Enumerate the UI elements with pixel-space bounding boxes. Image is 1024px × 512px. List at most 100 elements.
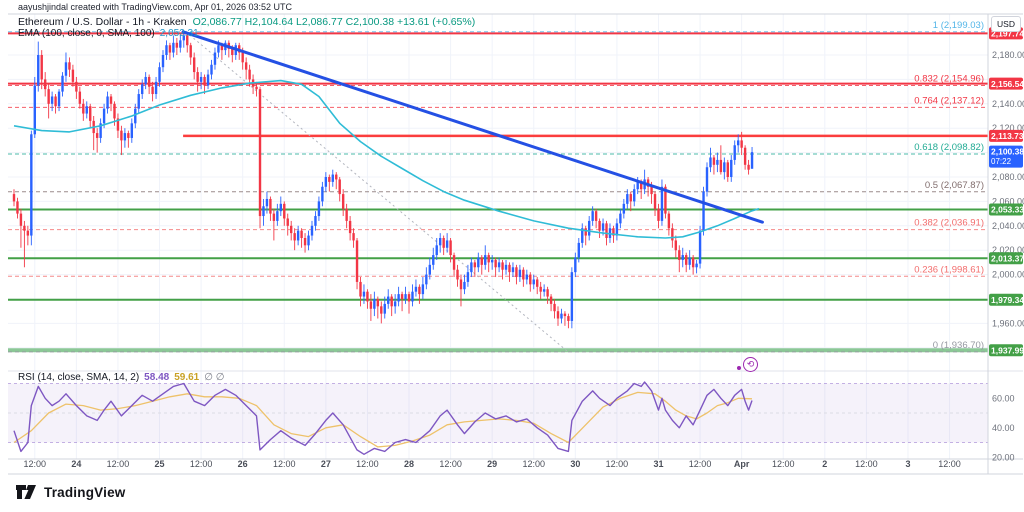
candle-body — [186, 35, 189, 46]
candle-body — [147, 76, 151, 87]
attribution-text: aayushjindal created with TradingView.co… — [18, 2, 292, 12]
candle-body — [262, 206, 265, 217]
chart-canvas[interactable]: 12:00 24 12:00 25 12:00 26 12:00 27 12:00 28 12:00… — [0, 0, 1024, 478]
candle-body — [432, 255, 435, 265]
candle-body — [681, 255, 684, 260]
candle-body — [497, 262, 501, 268]
candle-body — [494, 259, 497, 268]
price-label-box[interactable] — [989, 129, 1023, 142]
candle-body — [567, 316, 570, 321]
time-axis-label: 27 — [321, 459, 331, 469]
time-scale[interactable] — [8, 459, 988, 474]
candle-body — [33, 85, 36, 135]
price-label-text: 2,197.74 — [991, 29, 1024, 39]
candle-body — [584, 228, 587, 236]
candle-body — [712, 157, 716, 165]
price-label-box[interactable] — [989, 252, 1023, 265]
time-axis-label: 12:00 — [689, 459, 712, 469]
candle-body — [685, 255, 688, 265]
candle-body — [40, 55, 43, 80]
candle-body — [331, 174, 334, 182]
price-axis-label: 2,080.00 — [992, 172, 1024, 182]
candle-body — [279, 203, 283, 212]
price-label-box[interactable] — [989, 145, 1023, 168]
candle-body — [217, 45, 220, 53]
candle-body — [89, 106, 92, 121]
candle-body — [626, 194, 629, 204]
time-axis-label: 12:00 — [855, 459, 878, 469]
candle-body — [393, 301, 397, 307]
candle-body — [341, 194, 345, 209]
candle-body — [698, 230, 702, 264]
price-axis-label: 2,040.00 — [992, 221, 1024, 231]
candle-body — [695, 263, 698, 268]
candle-body — [366, 291, 369, 302]
rsi-axis-label: 20.00 — [992, 452, 1015, 462]
price-axis-label: 2,060.00 — [992, 196, 1024, 206]
candle-body — [633, 189, 636, 202]
price-axis-label: 2,020.00 — [992, 245, 1024, 255]
price-label-box[interactable] — [989, 203, 1023, 216]
candle-body — [57, 91, 61, 107]
price-label-countdown: 07:22 — [991, 157, 1012, 166]
time-axis-label: 28 — [404, 459, 414, 469]
candle-body — [106, 96, 109, 109]
rsi-ma-value: 59.61 — [174, 372, 200, 383]
pane-restore-icon[interactable]: ⟲ — [743, 357, 758, 372]
candle-body — [612, 228, 615, 236]
fib-level-label: 0.618 (2,098.82) — [914, 142, 984, 153]
time-axis-label: 12:00 — [24, 459, 47, 469]
currency-toggle-button[interactable]: USD — [991, 16, 1021, 32]
candle-body — [127, 133, 130, 138]
fib-level-label: 0.382 (2,036.91) — [914, 218, 984, 229]
candle-body — [355, 240, 359, 282]
candle-body — [674, 240, 678, 251]
candle-body — [563, 313, 567, 317]
candle-body — [151, 86, 154, 95]
price-label-text: 2,100.38 — [991, 147, 1024, 157]
price-label-box[interactable] — [989, 293, 1023, 306]
price-label-box[interactable] — [989, 344, 1023, 357]
candle-body — [750, 152, 754, 169]
candle-body — [296, 230, 300, 241]
candle-body — [283, 203, 286, 219]
candle-body — [338, 179, 341, 195]
candle-body — [54, 96, 57, 107]
candle-body — [231, 48, 234, 55]
time-axis-label: 29 — [487, 459, 497, 469]
candle-body — [314, 216, 317, 226]
candle-body — [199, 76, 203, 82]
price-label-box[interactable] — [989, 77, 1023, 90]
candle-body — [244, 62, 248, 70]
candle-body — [276, 211, 279, 221]
candle-body — [359, 281, 362, 297]
time-axis-label: 12:00 — [273, 459, 296, 469]
candle-body — [487, 255, 490, 263]
candle-body — [317, 201, 321, 217]
candle-body — [477, 257, 480, 268]
candle-body — [671, 228, 674, 241]
candle-body — [196, 72, 199, 82]
candle-body — [601, 223, 605, 231]
time-axis-label: 2 — [822, 459, 827, 469]
candle-body — [113, 103, 116, 119]
ema-line — [13, 79, 760, 239]
candle-body — [300, 230, 303, 238]
time-axis-label: Apr — [734, 459, 750, 469]
candle-body — [470, 262, 473, 273]
candle-body — [78, 91, 82, 104]
candle-body — [390, 296, 393, 307]
candle-body — [265, 198, 269, 207]
candle-body — [622, 203, 626, 214]
tradingview-logo-text: TradingView — [44, 484, 126, 500]
candle-body — [726, 162, 729, 177]
candle-body — [172, 42, 175, 53]
candle-body — [179, 40, 182, 48]
candle-body — [553, 303, 556, 312]
candle-body — [629, 194, 632, 202]
time-axis-label: 12:00 — [439, 459, 462, 469]
price-axis-label: 2,140.00 — [992, 99, 1024, 109]
price-scale[interactable] — [989, 14, 1023, 474]
price-label-text: 2,013.37 — [991, 253, 1024, 263]
